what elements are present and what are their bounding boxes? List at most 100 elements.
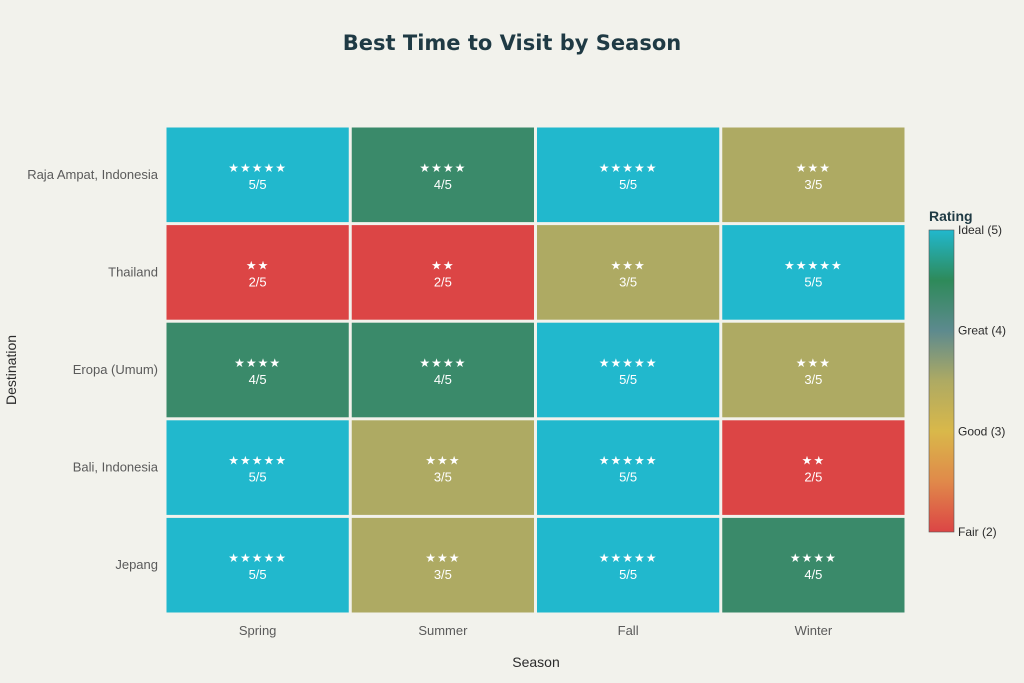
heatmap-cell-rect — [537, 127, 720, 223]
heatmap-cell: ★★ 2/5 — [351, 225, 534, 320]
heatmap-cell-rect — [166, 322, 349, 418]
heatmap-cell-rect — [537, 322, 720, 418]
x-axis-ticks: Spring Summer Fall Winter — [239, 623, 833, 638]
cell-value-label: 5/5 — [619, 470, 637, 485]
heatmap-cell: ★★★ 3/5 — [351, 420, 534, 515]
heatmap-cell-rect — [166, 517, 349, 613]
x-tick-label: Summer — [418, 623, 468, 638]
cell-value-label: 5/5 — [249, 177, 267, 192]
heatmap-cell-rect — [537, 225, 720, 320]
y-axis-title: Destination — [3, 335, 19, 405]
heatmap-cell: ★★★★★ 5/5 — [166, 127, 349, 223]
cell-value-label: 2/5 — [804, 470, 822, 485]
cell-value-label: 2/5 — [434, 274, 452, 289]
heatmap-cell: ★★ 2/5 — [722, 420, 905, 515]
heatmap-cell: ★★★ 3/5 — [537, 225, 720, 320]
cell-value-label: 4/5 — [804, 567, 822, 582]
colorbar-tick-label: Great (4) — [958, 324, 1006, 338]
y-tick-label: Raja Ampat, Indonesia — [27, 167, 159, 182]
heatmap-cell: ★★★★ 4/5 — [351, 127, 534, 223]
heatmap-cell-rect — [722, 517, 905, 613]
colorbar: Rating Ideal (5) Great (4) Good (3) Fair (2… — [928, 208, 1006, 539]
cell-star-rating: ★★★ — [425, 551, 460, 565]
cell-value-label: 5/5 — [804, 274, 822, 289]
heatmap-cell: ★★★★ 4/5 — [722, 517, 905, 613]
heatmap-cell: ★★★★★ 5/5 — [166, 517, 349, 613]
cell-value-label: 2/5 — [249, 274, 267, 289]
heatmap-cell-rect — [351, 517, 534, 613]
chart-title: Best Time to Visit by Season — [343, 31, 681, 55]
heatmap-cell: ★★★★★ 5/5 — [537, 127, 720, 223]
cell-value-label: 3/5 — [434, 567, 452, 582]
heatmap-cell-rect — [722, 127, 905, 223]
heatmap-cell-rect — [351, 225, 534, 320]
x-axis-title: Season — [512, 654, 559, 670]
heatmap-cell: ★★★★★ 5/5 — [537, 517, 720, 613]
y-tick-label: Jepang — [115, 557, 158, 572]
cell-value-label: 3/5 — [804, 177, 822, 192]
heatmap-cell-rect — [351, 420, 534, 515]
colorbar-tick-label: Good (3) — [958, 424, 1005, 438]
heatmap-cell-rect — [537, 420, 720, 515]
cell-star-rating: ★★★ — [425, 454, 460, 468]
cell-star-rating: ★★★★★ — [228, 454, 287, 468]
cell-value-label: 4/5 — [434, 372, 452, 387]
heatmap-cell: ★★★★★ 5/5 — [537, 420, 720, 515]
heatmap-cell-rect — [722, 225, 905, 320]
y-axis-ticks: Raja Ampat, Indonesia Thailand Eropa (Umum… — [27, 167, 159, 572]
heatmap-cell: ★★★★★ 5/5 — [166, 420, 349, 515]
x-tick-label: Fall — [618, 623, 639, 638]
heatmap-cell: ★★★ 3/5 — [722, 322, 905, 418]
heatmap-cell-rect — [722, 420, 905, 515]
y-tick-label: Eropa (Umum) — [73, 362, 158, 377]
cell-star-rating: ★★ — [802, 454, 826, 468]
heatmap-cell: ★★★ 3/5 — [722, 127, 905, 223]
cell-value-label: 5/5 — [619, 567, 637, 582]
heatmap-cell-rect — [166, 225, 349, 320]
heatmap-cell: ★★★★ 4/5 — [351, 322, 534, 418]
heatmap-cell: ★★ 2/5 — [166, 225, 349, 320]
heatmap-cell-rect — [351, 127, 534, 223]
cell-value-label: 3/5 — [434, 470, 452, 485]
cell-value-label: 4/5 — [434, 177, 452, 192]
colorbar-tick-label: Fair (2) — [958, 525, 997, 539]
cell-value-label: 3/5 — [804, 372, 822, 387]
heatmap-cell-rect — [351, 322, 534, 418]
cell-value-label: 5/5 — [619, 372, 637, 387]
cell-star-rating: ★★★ — [796, 356, 831, 370]
cell-star-rating: ★★★★★ — [228, 551, 287, 565]
colorbar-tick-label: Ideal (5) — [958, 223, 1002, 237]
cell-value-label: 3/5 — [619, 274, 637, 289]
heatmap-cell: ★★★★★ 5/5 — [722, 225, 905, 320]
cell-star-rating: ★★★★★ — [599, 551, 658, 565]
heatmap-cell: ★★★ 3/5 — [351, 517, 534, 613]
cell-value-label: 5/5 — [249, 470, 267, 485]
cell-star-rating: ★★★★★ — [599, 161, 658, 175]
cell-star-rating: ★★★★ — [234, 356, 281, 370]
cell-value-label: 4/5 — [249, 372, 267, 387]
colorbar-ticks: Ideal (5) Great (4) Good (3) Fair (2) — [958, 223, 1006, 539]
cell-star-rating: ★★★ — [796, 161, 831, 175]
heatmap-cell: ★★★★ 4/5 — [166, 322, 349, 418]
y-tick-label: Bali, Indonesia — [73, 460, 159, 475]
colorbar-gradient — [928, 229, 955, 533]
cell-value-label: 5/5 — [249, 567, 267, 582]
heatmap-cell: ★★★★★ 5/5 — [537, 322, 720, 418]
cell-star-rating: ★★★ — [610, 258, 645, 272]
heatmap-cell-rect — [166, 127, 349, 223]
heatmap-cell-rect — [537, 517, 720, 613]
heatmap-cells: ★★★★★5/5★★★★4/5★★★★★5/5★★★3/5★★2/5★★2/5★… — [166, 127, 905, 613]
cell-star-rating: ★★★★★ — [599, 356, 658, 370]
heatmap-cell-rect — [166, 420, 349, 515]
cell-value-label: 5/5 — [619, 177, 637, 192]
cell-star-rating: ★★★★★ — [228, 161, 287, 175]
cell-star-rating: ★★★★★ — [784, 258, 843, 272]
x-tick-label: Spring — [239, 623, 277, 638]
cell-star-rating: ★★★★ — [790, 551, 837, 565]
colorbar-title: Rating — [929, 208, 973, 224]
cell-star-rating: ★★★★ — [419, 161, 466, 175]
cell-star-rating: ★★★★★ — [599, 454, 658, 468]
cell-star-rating: ★★★★ — [419, 356, 466, 370]
